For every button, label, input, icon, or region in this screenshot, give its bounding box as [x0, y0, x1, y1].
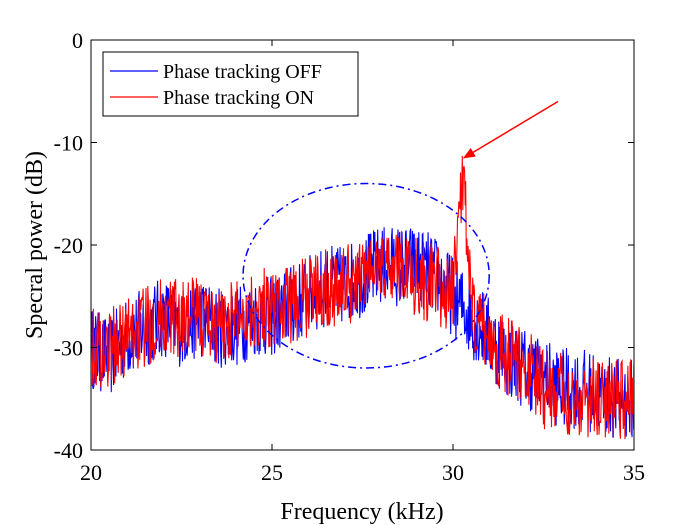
tick-layer: 20 25 30 35 0 -10 -20 -30 -40 [54, 28, 645, 485]
x-tick-label: 30 [442, 460, 464, 485]
x-tick-label: 20 [80, 460, 102, 485]
annotation-layer [242, 100, 559, 369]
series-line-on [91, 155, 634, 440]
highlight-ellipse [242, 182, 490, 369]
peak-arrow [463, 100, 559, 159]
y-axis-title: Specral power (dB) [22, 151, 48, 339]
x-tick-label: 35 [623, 460, 645, 485]
y-tick-label: -10 [54, 131, 83, 156]
x-tick-label: 25 [261, 460, 283, 485]
y-tick-label: -20 [54, 233, 83, 258]
legend: Phase tracking OFF Phase tracking ON [102, 51, 359, 117]
legend-label-on: Phase tracking ON [163, 87, 314, 109]
legend-box [102, 51, 359, 117]
y-tick-label: -40 [54, 438, 83, 463]
y-tick-label: 0 [72, 28, 83, 53]
y-tick-label: -30 [54, 336, 83, 361]
series-layer [91, 155, 634, 440]
x-axis-title: Frequency (kHz) [280, 499, 443, 525]
legend-label-off: Phase tracking OFF [163, 61, 322, 83]
